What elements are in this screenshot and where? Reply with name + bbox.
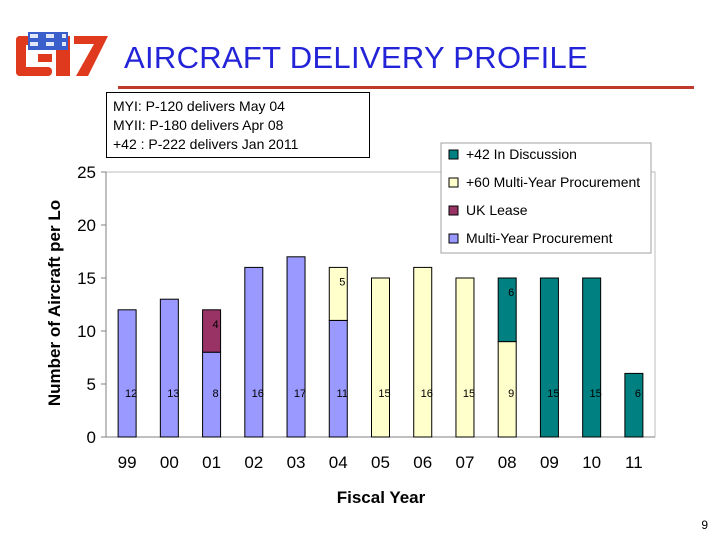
bar-segment [244,266,264,438]
data-label: 17 [294,388,306,400]
logo [16,32,108,76]
data-label: 8 [213,388,219,400]
legend-swatch [448,205,459,216]
data-label: 15 [378,388,390,400]
x-tick-label: 10 [582,453,601,472]
x-tick-label: 99 [118,453,137,472]
bar-segment [117,309,137,438]
page-number: 9 [701,518,708,532]
legend-label: +60 Multi-Year Procurement [466,174,640,190]
data-label: 15 [590,388,602,400]
y-tick-label: 25 [77,163,96,182]
x-tick-label: 11 [625,453,643,472]
data-label: 4 [213,319,219,331]
data-label: 15 [547,388,559,400]
note-line: MYII: P-180 delivers Apr 08 [113,117,284,133]
y-tick-label: 20 [77,216,96,235]
note-line: +42 : P-222 delivers Jan 2011 [113,136,299,152]
x-tick-label: 02 [244,453,263,472]
legend-label: +42 In Discussion [466,146,577,162]
data-label: 6 [508,287,514,299]
delivery-notes-box: MYI: P-120 delivers May 04 MYII: P-180 d… [106,92,370,158]
page-title: AIRCRAFT DELIVERY PROFILE [124,40,589,75]
legend-box [440,142,652,254]
legend-swatch [448,177,459,188]
y-tick-label: 10 [77,322,96,341]
y-tick-label: 15 [77,269,96,288]
bar-segment [624,372,644,438]
logo-flag-mark [28,32,68,50]
data-label: 9 [508,388,514,400]
legend-label: Multi-Year Procurement [466,230,613,246]
data-label: 11 [337,388,348,400]
x-tick-label: 05 [371,453,390,472]
data-label: 15 [463,388,475,400]
y-tick-label: 5 [87,375,96,394]
y-tick-label: 0 [87,428,96,447]
legend: +42 In Discussion +60 Multi-Year Procurem… [440,142,652,254]
legend-swatch [448,233,459,244]
bar-segment [582,277,602,438]
x-tick-label: 06 [413,453,432,472]
bar-segment [202,309,222,353]
x-tick-label: 03 [287,453,306,472]
bar-segment [497,277,517,343]
data-label: 13 [167,388,179,400]
bar-segment [455,277,475,438]
data-label: 16 [421,388,433,400]
bar-segment [371,277,390,438]
data-labels: 12 13 8 4 16 17 11 5 15 16 15 9 6 15 15 6 [125,276,641,400]
x-tick-label: 07 [456,453,475,472]
x-tick-label: 08 [498,453,517,472]
y-axis: 0 5 10 15 20 25 [77,163,107,447]
x-tick-label: 01 [202,453,221,472]
data-label: 12 [125,388,137,400]
data-label: 16 [252,388,264,400]
legend-swatch [448,149,459,160]
bars [117,256,644,438]
bar-segment [413,266,433,438]
legend-label: UK Lease [466,202,528,218]
y-axis-title: Number of Aircraft per Lo [45,200,64,406]
bar-segment [328,266,348,321]
note-line: MYI: P-120 delivers May 04 [113,98,285,114]
x-tick-label: 09 [540,453,559,472]
x-tick-label: 04 [329,453,348,472]
bar-segment [159,298,179,438]
data-label: 5 [339,276,345,288]
x-axis: 99 00 01 02 03 04 05 06 07 08 09 10 11 [106,436,655,472]
data-label: 6 [635,388,641,400]
bar-segment [539,277,559,438]
bar-segment [286,256,306,438]
x-tick-label: 00 [160,453,179,472]
title-underline [118,86,694,89]
x-axis-title: Fiscal Year [337,488,426,507]
bar-segment [328,319,348,438]
